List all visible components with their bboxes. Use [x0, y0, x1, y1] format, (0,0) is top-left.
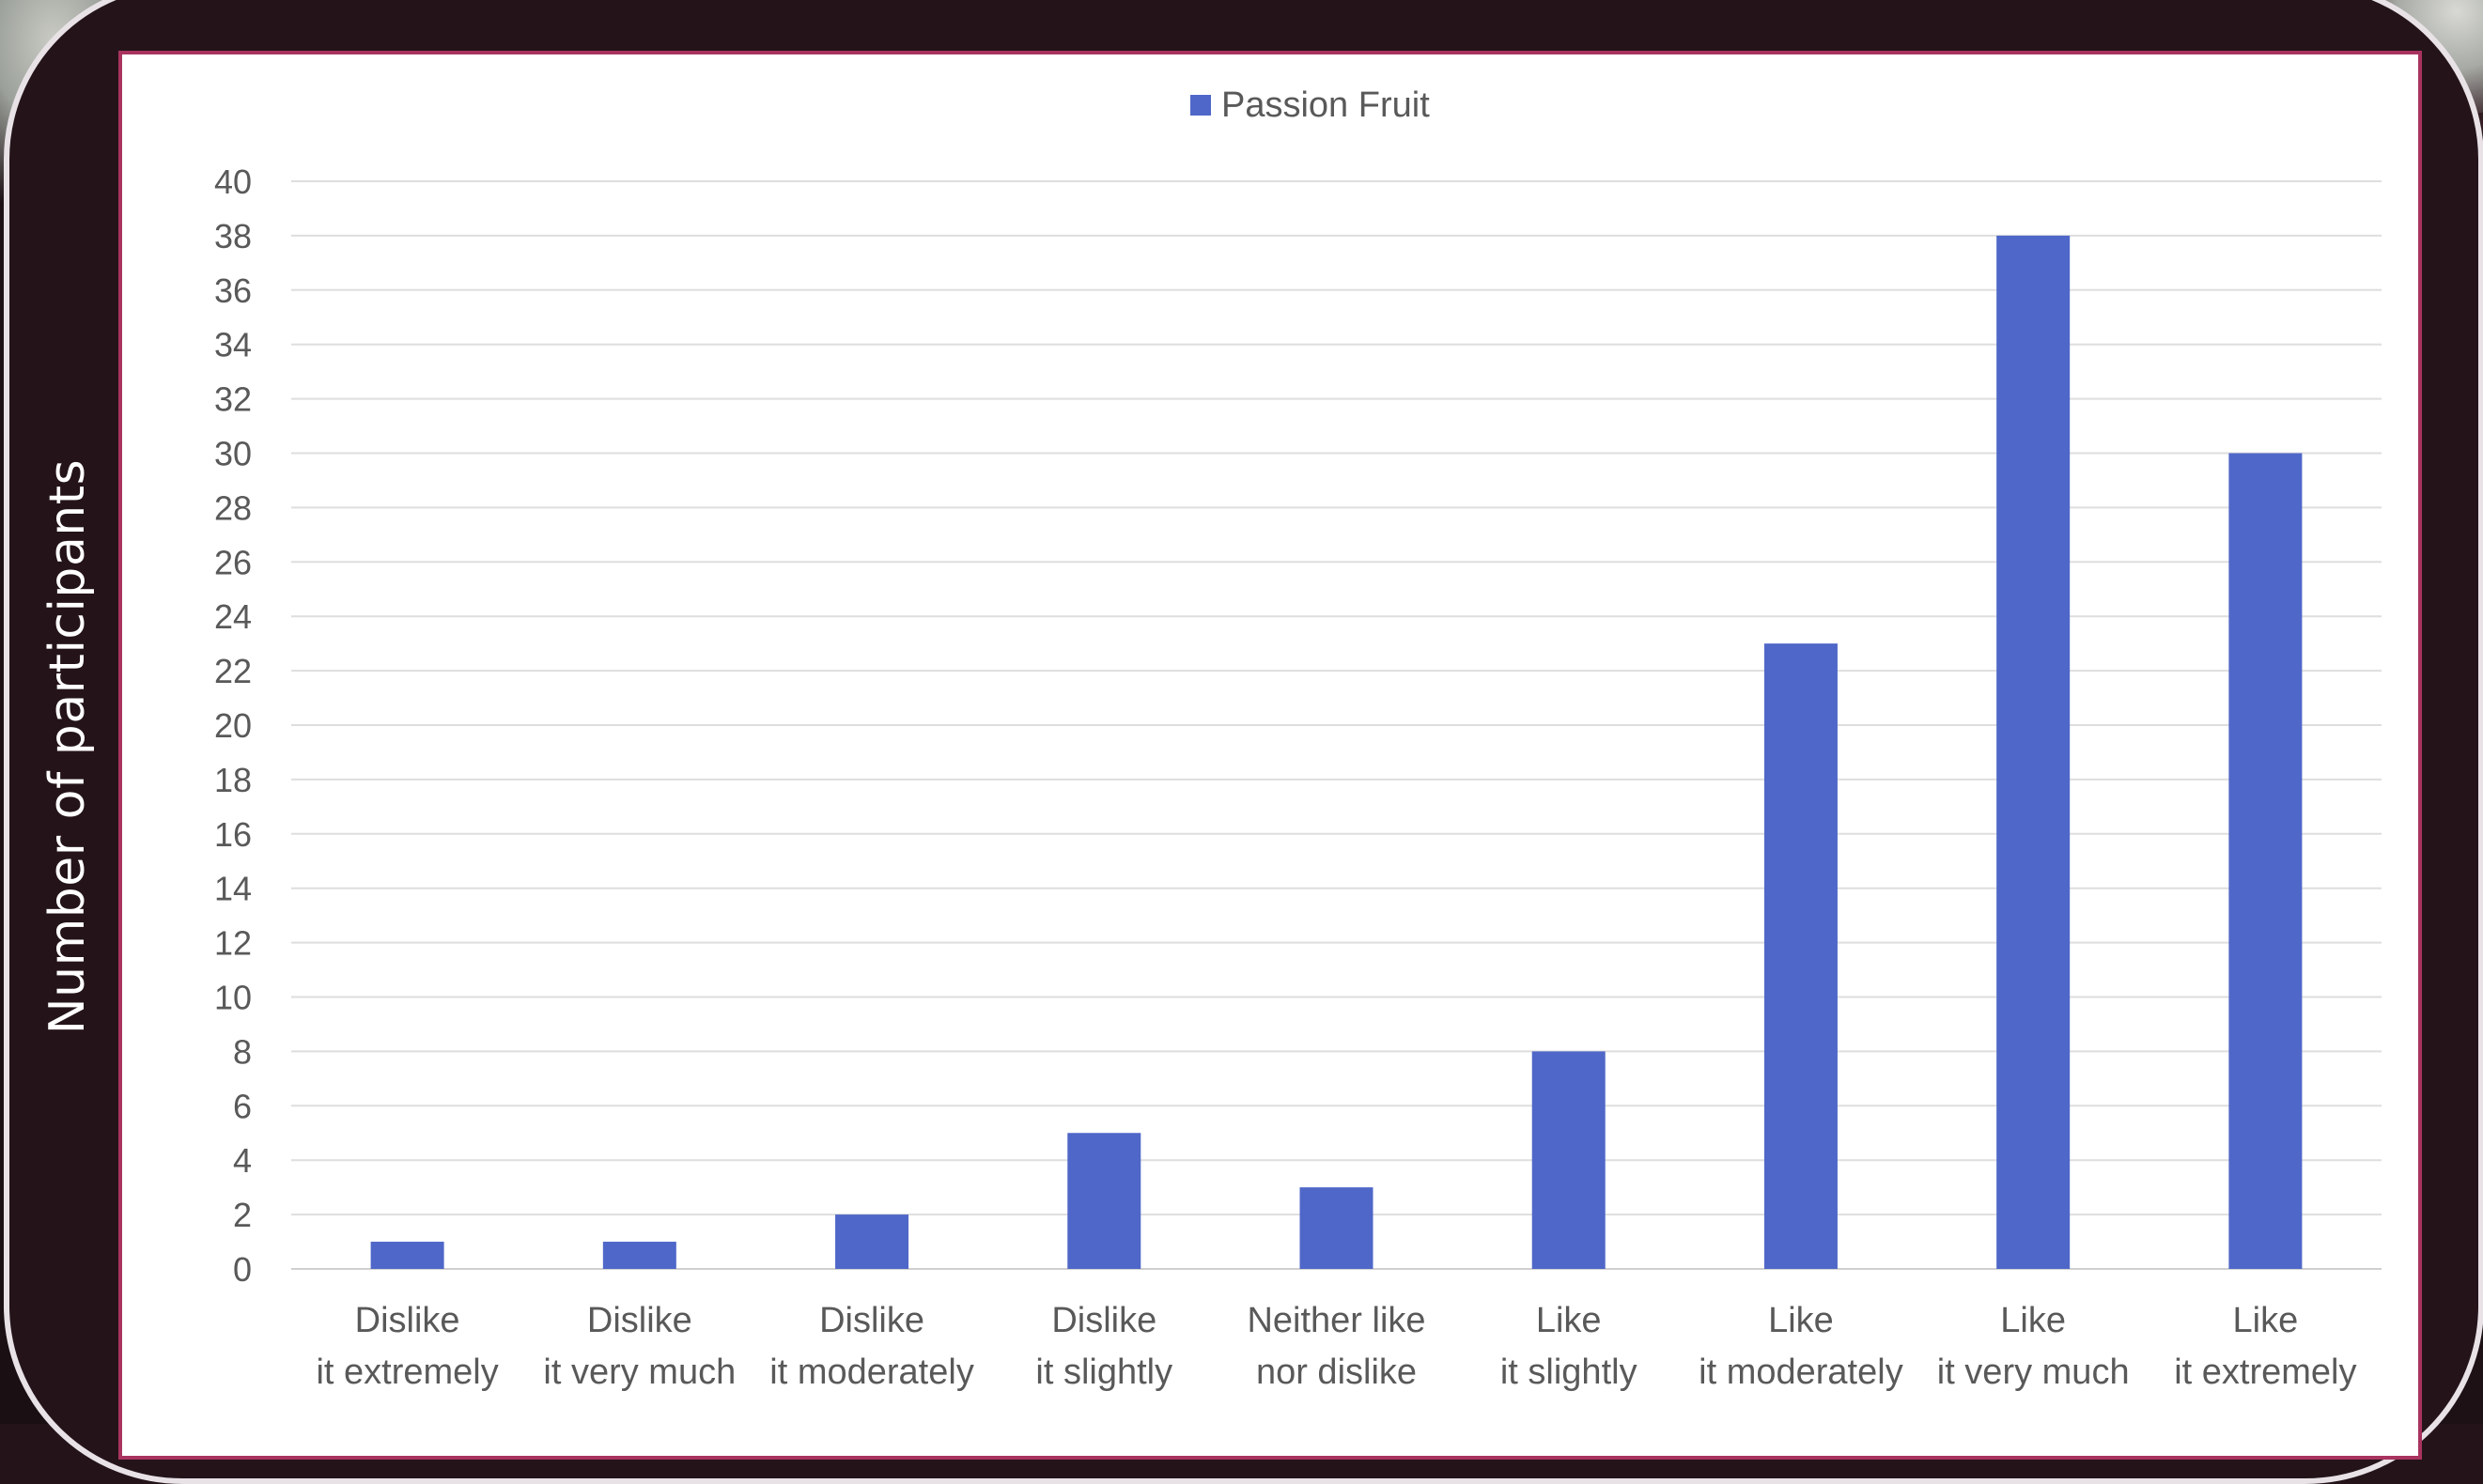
y-tick-label: 32	[214, 380, 252, 419]
x-category-label: it extremely	[2174, 1353, 2356, 1392]
x-category-label: Like	[1768, 1301, 1834, 1340]
legend-label: Passion Fruit	[1221, 85, 1430, 125]
x-category-label: Like	[1536, 1301, 1602, 1340]
x-category-label: it moderately	[1699, 1353, 1903, 1392]
x-category-label: Like	[2000, 1301, 2066, 1340]
y-tick-label: 6	[233, 1087, 252, 1125]
legend-swatch	[1190, 95, 1211, 116]
y-tick-label: 36	[214, 271, 252, 310]
y-tick-label: 26	[214, 543, 252, 581]
bar	[1067, 1133, 1141, 1269]
y-tick-label: 30	[214, 435, 252, 473]
y-tick-label: 2	[233, 1196, 252, 1234]
y-tick-label: 38	[214, 217, 252, 255]
y-tick-label: 18	[214, 761, 252, 799]
bar	[1299, 1187, 1373, 1269]
y-tick-label: 20	[214, 706, 252, 745]
bar	[1763, 643, 1838, 1269]
bar-chart: Passion Fruit 02468101214161820222426283…	[214, 85, 2382, 1392]
x-category-label: Dislike	[587, 1301, 692, 1340]
bar	[1996, 235, 2071, 1269]
x-category-label: it very much	[1937, 1353, 2130, 1392]
y-tick-label: 0	[233, 1250, 252, 1289]
bars	[370, 235, 2303, 1269]
x-category-label: it slightly	[1035, 1353, 1172, 1392]
x-category-label: it very much	[543, 1353, 736, 1392]
x-axis-categories: Dislike it extremely Dislike it very much Di…	[316, 1301, 2356, 1392]
bar	[2228, 453, 2303, 1269]
x-category-label: Like	[2233, 1301, 2299, 1340]
bar	[835, 1214, 909, 1269]
bar	[1531, 1051, 1606, 1269]
y-tick-label: 16	[214, 815, 252, 854]
y-tick-label: 12	[214, 924, 252, 963]
x-category-label: Dislike	[355, 1301, 460, 1340]
x-category-label: Dislike	[1051, 1301, 1156, 1340]
bar	[370, 1242, 444, 1269]
x-category-label: it slightly	[1500, 1353, 1637, 1392]
x-category-label: it moderately	[769, 1353, 974, 1392]
x-category-label: Dislike	[819, 1301, 924, 1340]
y-tick-label: 24	[214, 597, 252, 636]
bar	[602, 1242, 676, 1269]
y-tick-label: 8	[233, 1032, 252, 1071]
y-tick-label: 34	[214, 326, 252, 364]
y-tick-label: 22	[214, 652, 252, 690]
y-tick-label: 4	[233, 1141, 252, 1180]
y-tick-label: 14	[214, 870, 252, 908]
y-tick-label: 40	[214, 162, 252, 201]
y-tick-label: 10	[214, 979, 252, 1017]
x-category-label: it extremely	[316, 1353, 498, 1392]
x-category-label: Neither like	[1247, 1301, 1425, 1340]
x-category-label: nor dislike	[1256, 1353, 1417, 1392]
legend: Passion Fruit	[1190, 85, 1430, 125]
y-tick-label: 28	[214, 488, 252, 527]
